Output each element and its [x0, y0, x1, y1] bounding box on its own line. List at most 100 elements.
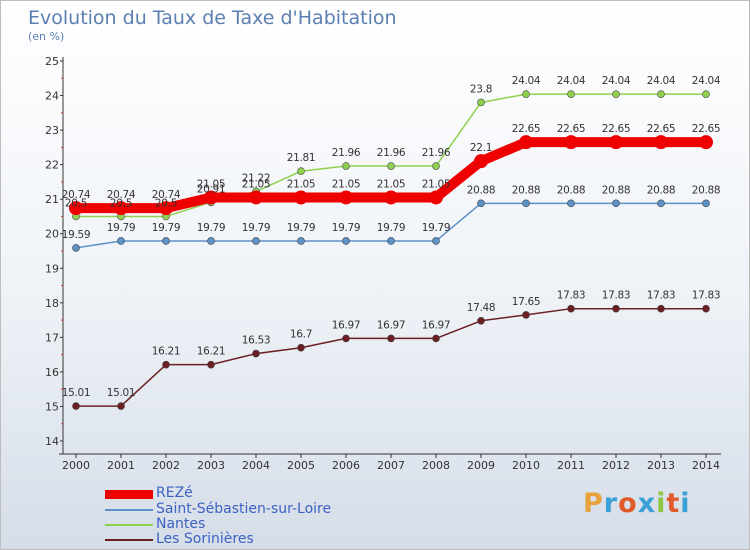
- series-point-3: [522, 311, 530, 319]
- data-label-0: 20.74: [152, 189, 181, 201]
- data-label-1: 20.88: [557, 184, 586, 196]
- data-label-0: 22.65: [512, 123, 541, 135]
- series-point-3: [477, 316, 485, 325]
- data-label-0: 21.05: [197, 178, 226, 190]
- data-label-1: 20.88: [512, 184, 541, 196]
- x-tick-label: 2010: [512, 459, 540, 472]
- data-label-3: 16.7: [290, 329, 312, 341]
- x-tick-label: 2005: [287, 459, 315, 472]
- series-point-0: [69, 201, 83, 216]
- series-point-1: [657, 199, 665, 208]
- series-point-0: [474, 154, 488, 169]
- brand-letter: x: [637, 488, 657, 519]
- series-point-3: [162, 360, 170, 369]
- brand-logo: Proxiti: [583, 488, 691, 519]
- data-label-3: 15.01: [62, 387, 91, 399]
- series-point-2: [297, 167, 305, 175]
- series-point-1: [72, 244, 80, 252]
- data-label-3: 15.01: [107, 387, 136, 399]
- series-point-0: [384, 190, 398, 205]
- series-point-1: [567, 199, 575, 208]
- chart-subtitle: (en %): [28, 30, 65, 43]
- legend-label-nantes: Nantes: [156, 516, 206, 532]
- data-label-1: 19.79: [377, 222, 406, 234]
- y-tick-label: 14: [45, 435, 59, 448]
- data-label-0: 21.05: [242, 178, 271, 190]
- series-point-3: [342, 334, 350, 343]
- series-point-2: [657, 90, 665, 98]
- series-point-2: [387, 162, 395, 170]
- series-point-1: [702, 199, 710, 208]
- brand-letter: P: [583, 488, 604, 519]
- x-tick-label: 2002: [152, 459, 180, 472]
- y-tick-label: 24: [45, 90, 59, 103]
- series-point-0: [114, 201, 128, 216]
- brand-letter: o: [618, 488, 638, 519]
- data-label-3: 16.97: [377, 319, 406, 331]
- y-tick-label: 18: [45, 297, 59, 310]
- data-label-2: 24.04: [557, 75, 586, 87]
- data-label-2: 24.04: [512, 75, 541, 87]
- data-label-3: 17.65: [512, 296, 541, 308]
- data-label-0: 22.65: [647, 123, 676, 135]
- data-label-0: 22.65: [692, 123, 721, 135]
- series-point-3: [432, 334, 440, 343]
- series-point-0: [564, 135, 578, 150]
- series-point-0: [204, 190, 218, 205]
- series-point-0: [159, 201, 173, 216]
- x-tick-label: 2009: [467, 459, 495, 472]
- data-label-1: 20.88: [692, 184, 721, 196]
- series-point-3: [117, 402, 125, 410]
- data-label-2: 24.04: [602, 75, 631, 87]
- x-tick-label: 2008: [422, 459, 450, 472]
- data-label-2: 21.96: [422, 147, 451, 159]
- data-label-0: 21.05: [287, 178, 316, 190]
- data-label-0: 21.05: [377, 178, 406, 190]
- series-point-0: [609, 135, 623, 150]
- brand-letter: r: [603, 488, 619, 519]
- x-tick-label: 2006: [332, 459, 360, 472]
- legend-label-les-sorinieres: Les Sorinières: [156, 531, 254, 547]
- series-point-0: [519, 135, 533, 150]
- y-tick-label: 23: [45, 124, 59, 137]
- series-point-1: [117, 237, 125, 245]
- y-tick-label: 22: [45, 159, 59, 172]
- x-tick-label: 2012: [602, 459, 630, 472]
- data-label-1: 19.79: [152, 222, 181, 234]
- legend-label-saint-sebastien: Saint-Sébastien-sur-Loire: [156, 501, 332, 517]
- legend-label-reze: REZé: [156, 485, 193, 501]
- y-tick-label: 17: [45, 331, 59, 344]
- x-tick-label: 2014: [692, 459, 720, 472]
- data-label-0: 20.74: [62, 189, 91, 201]
- series-point-3: [612, 304, 620, 313]
- series-point-1: [387, 237, 395, 245]
- series-point-0: [294, 190, 308, 205]
- data-label-2: 21.96: [332, 147, 361, 159]
- series-point-3: [657, 304, 665, 313]
- data-label-0: 20.74: [107, 189, 136, 201]
- data-label-3: 16.97: [332, 319, 361, 331]
- data-label-1: 19.79: [287, 222, 316, 234]
- x-tick-label: 2004: [242, 459, 270, 472]
- data-label-2: 21.81: [287, 152, 316, 164]
- legend-swatch-les-sorinieres: [105, 539, 153, 541]
- data-label-2: 21.96: [377, 147, 406, 159]
- series-point-3: [207, 360, 215, 369]
- series-point-0: [429, 190, 443, 205]
- data-label-2: 20.5: [155, 197, 177, 209]
- data-label-1: 19.59: [62, 229, 91, 241]
- series-point-0: [699, 135, 713, 150]
- brand-letter: t: [666, 488, 681, 519]
- data-label-3: 17.83: [692, 290, 721, 302]
- series-point-1: [522, 199, 530, 208]
- series-point-1: [477, 199, 485, 208]
- series-point-2: [477, 98, 485, 107]
- y-tick-label: 25: [45, 55, 59, 68]
- series-point-1: [432, 237, 440, 245]
- data-label-3: 17.83: [647, 290, 676, 302]
- data-label-1: 19.79: [107, 222, 136, 234]
- data-label-1: 19.79: [422, 222, 451, 234]
- series-point-0: [654, 135, 668, 150]
- x-tick-label: 2000: [62, 459, 90, 472]
